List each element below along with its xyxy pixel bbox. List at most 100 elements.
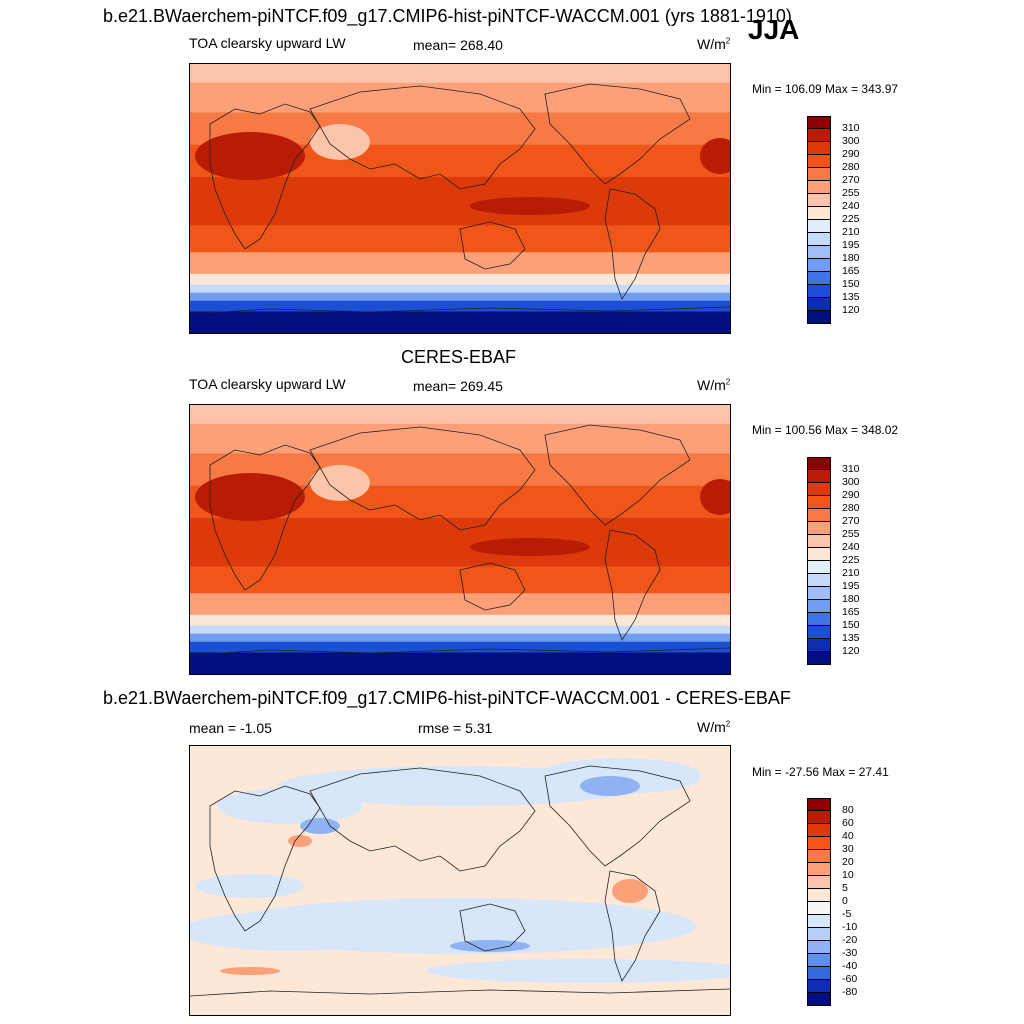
- colorbar-tick-label: 180: [842, 252, 860, 264]
- colorbar-tick-label: 135: [842, 632, 860, 644]
- colorbar-tick-label: -10: [842, 921, 858, 933]
- min-max-label: Min = 106.09 Max = 343.97: [752, 82, 899, 96]
- colorbar-swatch: [807, 285, 831, 298]
- colorbar-swatch: [807, 522, 831, 535]
- colorbar: [807, 457, 831, 665]
- colorbar-swatch: [807, 259, 831, 272]
- colorbar-tick-label: 225: [842, 554, 860, 566]
- colorbar-tick-label: 300: [842, 135, 860, 147]
- colorbar-tick-label: 280: [842, 502, 860, 514]
- colorbar-tick-label: 40: [842, 830, 854, 842]
- colorbar-tick-label: -20: [842, 934, 858, 946]
- colorbar-swatch: [807, 600, 831, 613]
- colorbar: [807, 116, 831, 324]
- colorbar-swatch: [807, 311, 831, 324]
- colorbar-swatch: [807, 246, 831, 259]
- map-plot: [189, 404, 731, 675]
- colorbar: [807, 798, 831, 1006]
- map-field: [190, 405, 730, 674]
- colorbar-swatch: [807, 980, 831, 993]
- units-label: W/m2: [697, 36, 731, 52]
- colorbar-tick-label: 240: [842, 200, 860, 212]
- colorbar-swatch: [807, 889, 831, 902]
- colorbar-tick-label: 255: [842, 187, 860, 199]
- colorbar-swatch: [807, 129, 831, 142]
- map-field: [190, 64, 730, 333]
- colorbar-tick-label: 180: [842, 593, 860, 605]
- colorbar-swatch: [807, 561, 831, 574]
- colorbar-swatch: [807, 155, 831, 168]
- variable-label: TOA clearsky upward LW: [189, 376, 346, 392]
- colorbar-swatch: [807, 824, 831, 837]
- colorbar-swatch: [807, 142, 831, 155]
- colorbar-tick-label: -5: [842, 908, 852, 920]
- colorbar-swatch: [807, 587, 831, 600]
- colorbar-tick-label: 290: [842, 489, 860, 501]
- colorbar-tick-label: 0: [842, 895, 848, 907]
- colorbar-swatch: [807, 811, 831, 824]
- colorbar-swatch: [807, 915, 831, 928]
- colorbar-tick-label: 300: [842, 476, 860, 488]
- colorbar-swatch: [807, 496, 831, 509]
- colorbar-tick-label: 195: [842, 239, 860, 251]
- colorbar-swatch: [807, 954, 831, 967]
- colorbar-swatch: [807, 509, 831, 522]
- panel-title: CERES-EBAF: [401, 347, 517, 367]
- colorbar-swatch: [807, 168, 831, 181]
- colorbar-tick-label: 255: [842, 528, 860, 540]
- colorbar-tick-label: 165: [842, 606, 860, 618]
- colorbar-tick-label: 310: [842, 463, 860, 475]
- mean-label: mean = -1.05: [189, 720, 272, 736]
- colorbar-swatch: [807, 639, 831, 652]
- colorbar-swatch: [807, 837, 831, 850]
- colorbar-tick-label: 225: [842, 213, 860, 225]
- colorbar-tick-label: 120: [842, 304, 860, 316]
- colorbar-tick-label: 280: [842, 161, 860, 173]
- mean-label: mean= 268.40: [413, 37, 503, 53]
- map-plot: [189, 63, 731, 334]
- panel-title: b.e21.BWaerchem-piNTCF.f09_g17.CMIP6-his…: [103, 688, 791, 708]
- colorbar-swatch: [807, 928, 831, 941]
- colorbar-tick-label: 150: [842, 619, 860, 631]
- colorbar-swatch: [807, 233, 831, 246]
- colorbar-tick-label: 30: [842, 843, 854, 855]
- colorbar-swatch: [807, 863, 831, 876]
- panel-title: b.e21.BWaerchem-piNTCF.f09_g17.CMIP6-his…: [103, 6, 792, 26]
- colorbar-swatch: [807, 652, 831, 665]
- colorbar-tick-label: 210: [842, 226, 860, 238]
- colorbar-tick-label: 80: [842, 804, 854, 816]
- colorbar-tick-label: 270: [842, 515, 860, 527]
- colorbar-swatch: [807, 548, 831, 561]
- units-label: W/m2: [697, 719, 731, 735]
- colorbar-tick-label: 10: [842, 869, 854, 881]
- colorbar-swatch: [807, 626, 831, 639]
- colorbar-swatch: [807, 902, 831, 915]
- variable-label: TOA clearsky upward LW: [189, 35, 346, 51]
- colorbar-tick-label: 210: [842, 567, 860, 579]
- colorbar-swatch: [807, 483, 831, 496]
- colorbar-tick-label: 240: [842, 541, 860, 553]
- colorbar-swatch: [807, 181, 831, 194]
- colorbar-tick-label: 150: [842, 278, 860, 290]
- colorbar-tick-label: -60: [842, 973, 858, 985]
- colorbar-swatch: [807, 613, 831, 626]
- colorbar-swatch: [807, 967, 831, 980]
- colorbar-swatch: [807, 272, 831, 285]
- rmse-label: rmse = 5.31: [418, 720, 493, 736]
- colorbar-swatch: [807, 798, 831, 811]
- units-label: W/m2: [697, 377, 731, 393]
- colorbar-tick-label: -40: [842, 960, 858, 972]
- colorbar-tick-label: -80: [842, 986, 858, 998]
- colorbar-tick-label: 120: [842, 645, 860, 657]
- colorbar-tick-label: 270: [842, 174, 860, 186]
- colorbar-tick-label: 195: [842, 580, 860, 592]
- map-plot: [189, 745, 731, 1016]
- colorbar-swatch: [807, 535, 831, 548]
- min-max-label: Min = -27.56 Max = 27.41: [752, 765, 889, 779]
- colorbar-swatch: [807, 220, 831, 233]
- colorbar-swatch: [807, 194, 831, 207]
- colorbar-swatch: [807, 298, 831, 311]
- colorbar-tick-label: 290: [842, 148, 860, 160]
- mean-label: mean= 269.45: [413, 378, 503, 394]
- colorbar-tick-label: 60: [842, 817, 854, 829]
